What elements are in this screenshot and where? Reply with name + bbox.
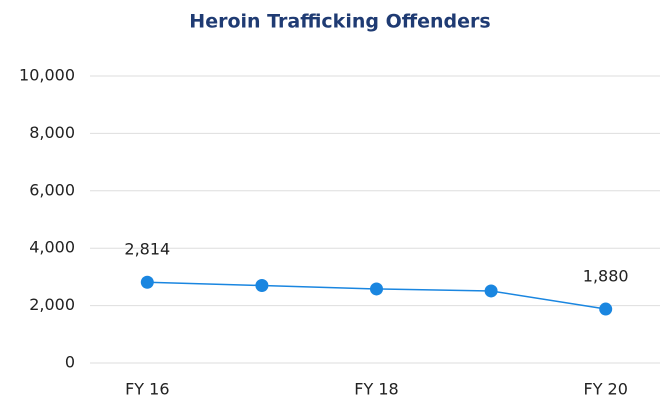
y-tick-label: 0 bbox=[65, 353, 75, 372]
x-tick-label: FY 16 bbox=[125, 380, 169, 399]
data-point bbox=[140, 275, 154, 289]
data-label: 2,814 bbox=[124, 240, 170, 259]
data-point bbox=[370, 282, 383, 296]
data-point bbox=[255, 279, 269, 293]
x-tick-label: FY 18 bbox=[354, 380, 398, 399]
data-point bbox=[484, 284, 498, 298]
y-tick-label: 6,000 bbox=[29, 180, 75, 199]
data-point bbox=[599, 302, 613, 316]
x-tick-label: FY 20 bbox=[583, 380, 627, 399]
y-tick-label: 10,000 bbox=[19, 66, 75, 85]
y-tick-label: 2,000 bbox=[29, 295, 75, 314]
y-tick-label: 8,000 bbox=[29, 123, 75, 142]
data-label: 1,880 bbox=[583, 267, 629, 286]
chart-title: Heroin Trafficking Offenders bbox=[189, 11, 490, 33]
y-tick-label: 4,000 bbox=[29, 238, 75, 257]
